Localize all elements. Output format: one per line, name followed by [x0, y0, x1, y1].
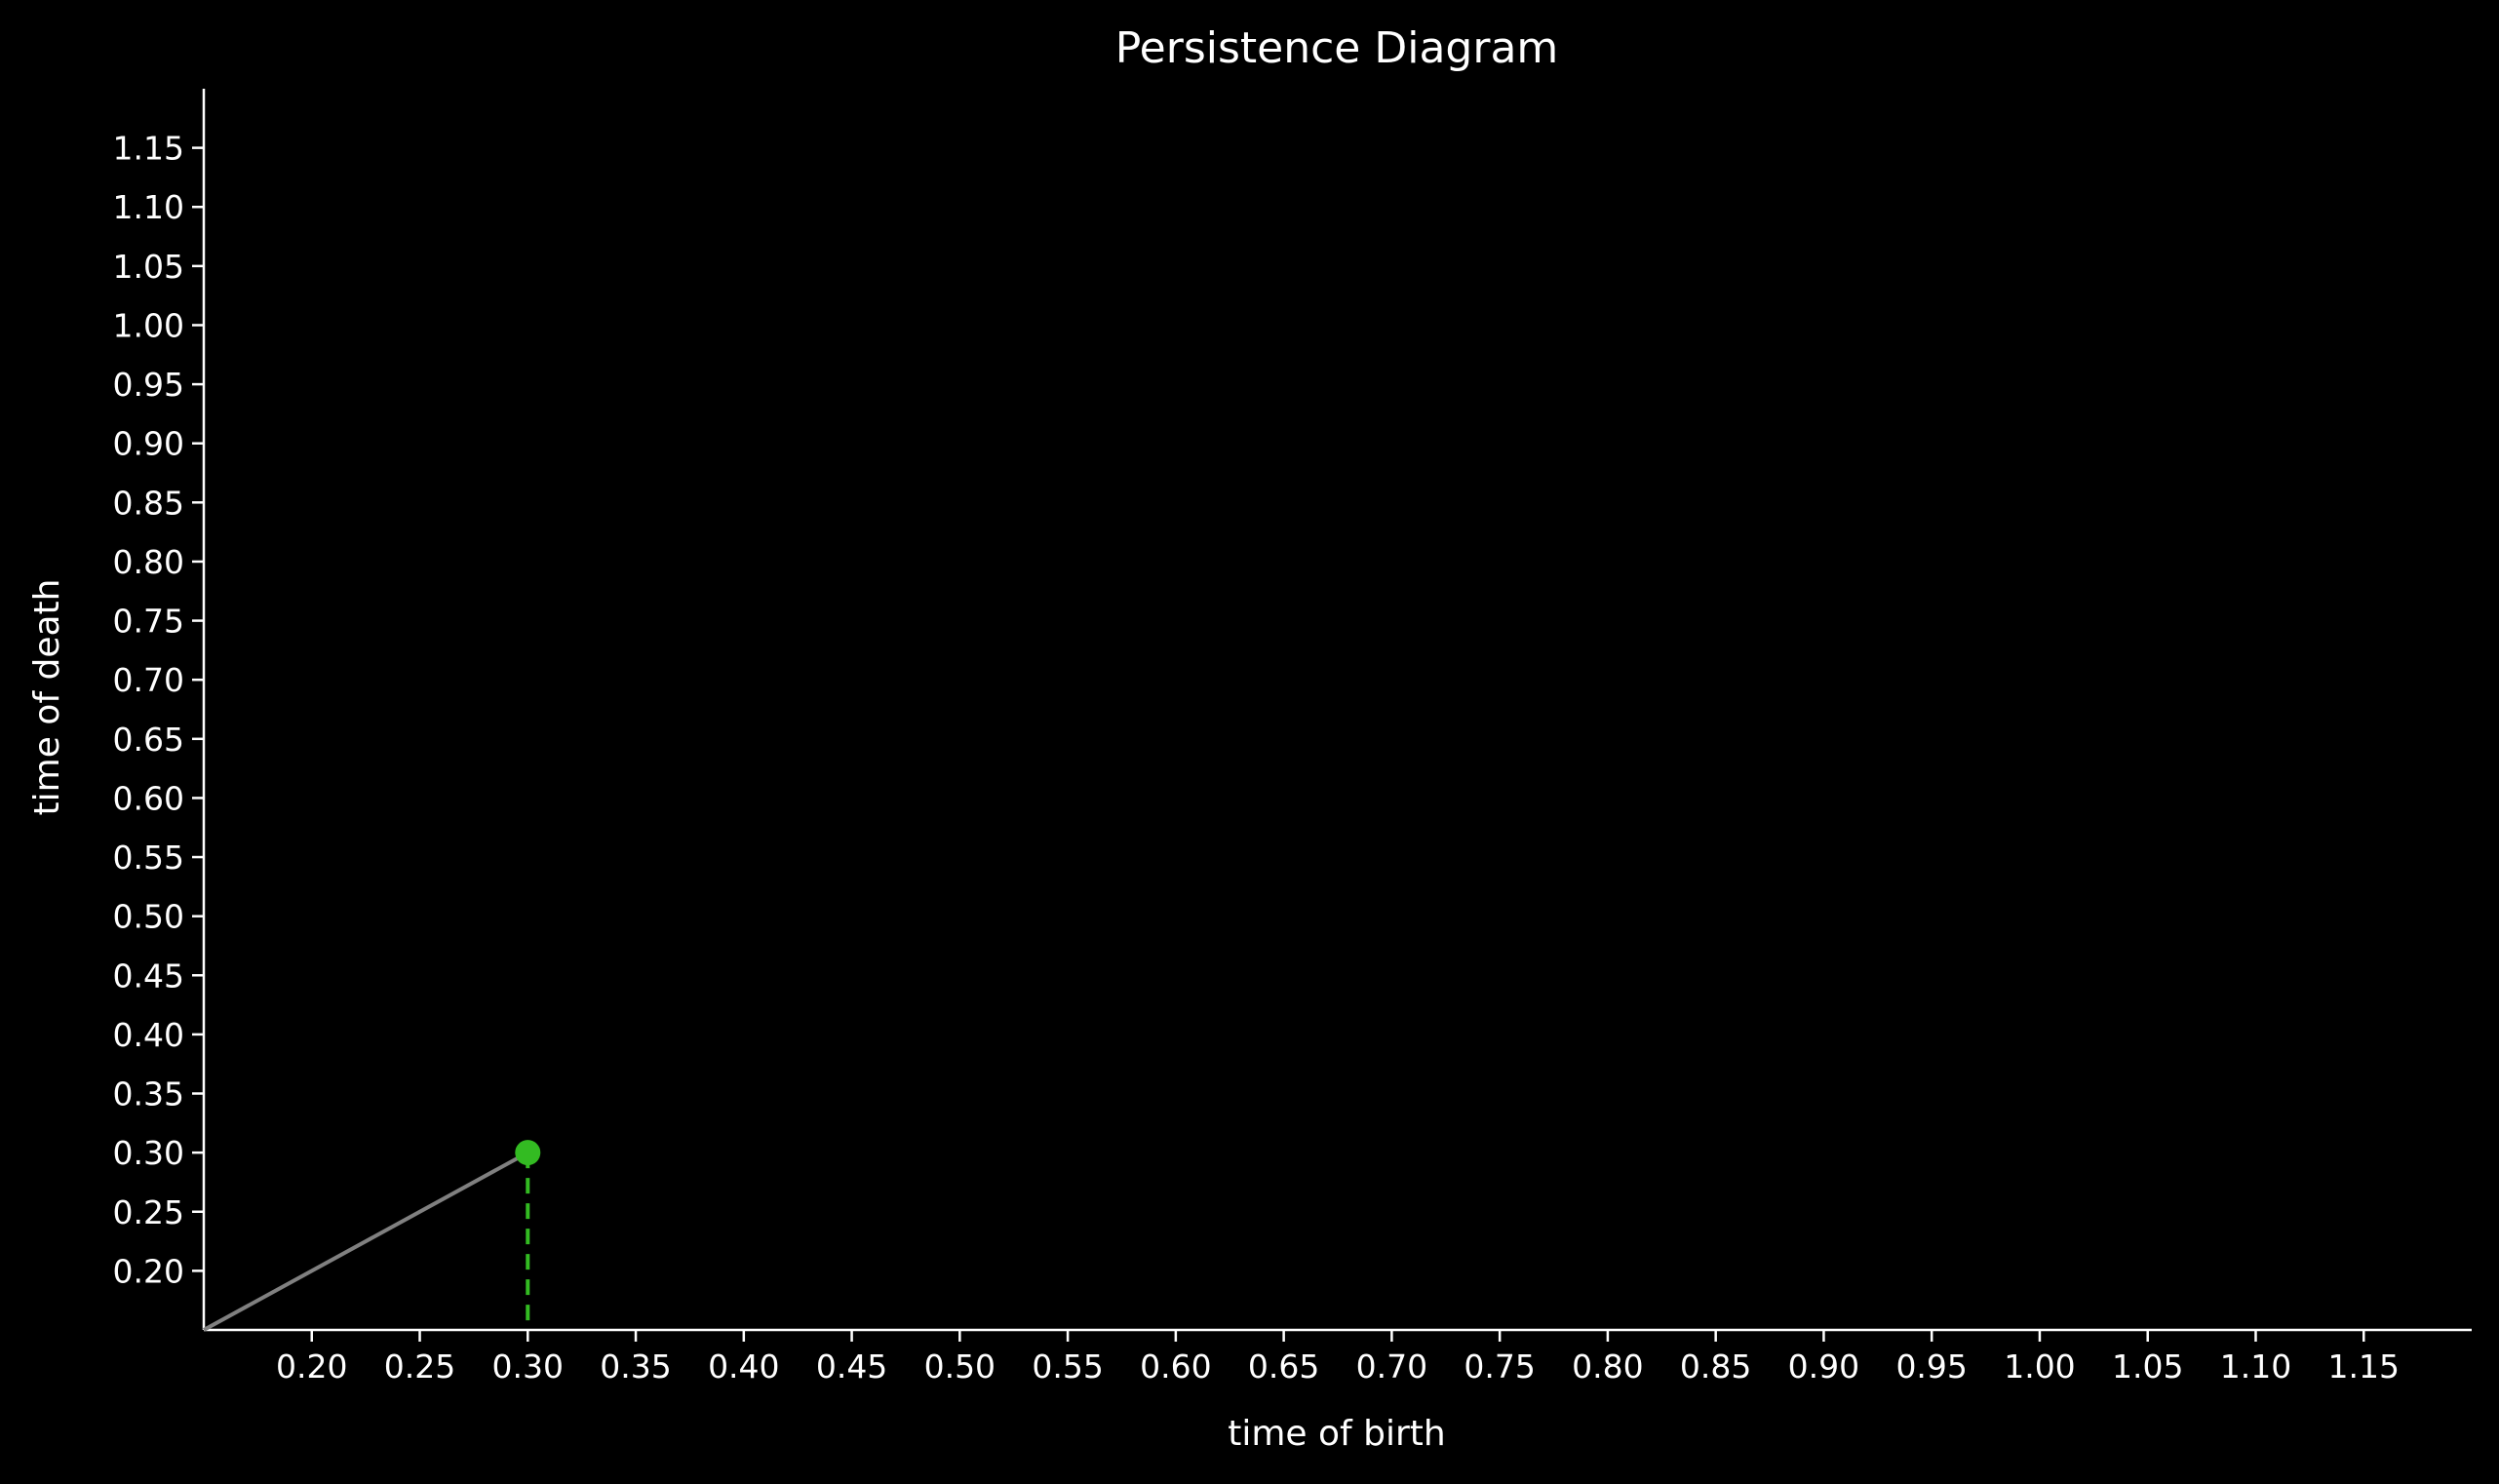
data-marks [203, 1140, 541, 1332]
x-tick-label: 0.25 [384, 1347, 455, 1386]
x-tick-label: 0.65 [1248, 1347, 1319, 1386]
y-tick-label: 0.35 [113, 1075, 184, 1113]
x-tick-label: 0.85 [1680, 1347, 1751, 1386]
y-axis-ticks: 0.20 0.25 0.30 0.35 0.40 0.45 0.50 0.55 0.60 0.65… [113, 130, 204, 1290]
x-tick-label: 0.40 [708, 1347, 779, 1386]
y-tick-label: 1.15 [113, 130, 184, 168]
y-tick-label: 0.25 [113, 1193, 184, 1231]
y-tick-label: 0.50 [113, 898, 184, 936]
y-tick-label: 0.70 [113, 661, 184, 699]
y-tick-label: 0.20 [113, 1252, 184, 1290]
x-tick-label: 0.90 [1788, 1347, 1859, 1386]
x-tick-label: 0.80 [1572, 1347, 1643, 1386]
x-tick-label: 0.50 [924, 1347, 996, 1386]
y-tick-label: 0.30 [113, 1134, 184, 1172]
diagonal-line [203, 1151, 529, 1332]
y-tick-label: 0.90 [113, 425, 184, 463]
x-tick-label: 0.75 [1464, 1347, 1535, 1386]
y-tick-label: 0.95 [113, 366, 184, 404]
y-axis-label: time of death [27, 579, 67, 816]
y-tick-label: 0.45 [113, 957, 184, 995]
y-tick-label: 0.55 [113, 839, 184, 877]
x-tick-label: 1.10 [2220, 1347, 2291, 1386]
x-tick-label: 0.30 [492, 1347, 564, 1386]
x-axis-label: time of birth [1228, 1414, 1446, 1454]
x-tick-label: 1.05 [2112, 1347, 2183, 1386]
y-tick-label: 1.00 [113, 306, 184, 344]
x-axis-ticks: 0.20 0.25 0.30 0.35 0.40 0.45 0.50 0.55 0.60 0.65… [276, 1330, 2400, 1386]
y-tick-label: 0.75 [113, 603, 184, 641]
x-tick-label: 0.70 [1356, 1347, 1427, 1386]
chart-title: Persistence Diagram [1115, 23, 1559, 73]
persistence-point [515, 1140, 541, 1166]
x-tick-label: 1.00 [2004, 1347, 2075, 1386]
x-tick-label: 0.45 [816, 1347, 887, 1386]
y-tick-label: 0.60 [113, 779, 184, 817]
x-tick-label: 0.20 [276, 1347, 347, 1386]
x-tick-label: 0.35 [600, 1347, 671, 1386]
y-tick-label: 1.05 [113, 248, 184, 286]
x-tick-label: 0.55 [1032, 1347, 1103, 1386]
x-tick-label: 0.95 [1895, 1347, 1967, 1386]
y-tick-label: 0.80 [113, 543, 184, 581]
plot-area: 0.20 0.25 0.30 0.35 0.40 0.45 0.50 0.55 0.60 0.65… [113, 89, 2472, 1386]
y-tick-label: 1.10 [113, 188, 184, 226]
y-tick-label: 0.85 [113, 484, 184, 522]
x-tick-label: 0.60 [1140, 1347, 1211, 1386]
y-tick-label: 0.65 [113, 721, 184, 759]
x-tick-label: 1.15 [2327, 1347, 2399, 1386]
y-tick-label: 0.40 [113, 1016, 184, 1054]
